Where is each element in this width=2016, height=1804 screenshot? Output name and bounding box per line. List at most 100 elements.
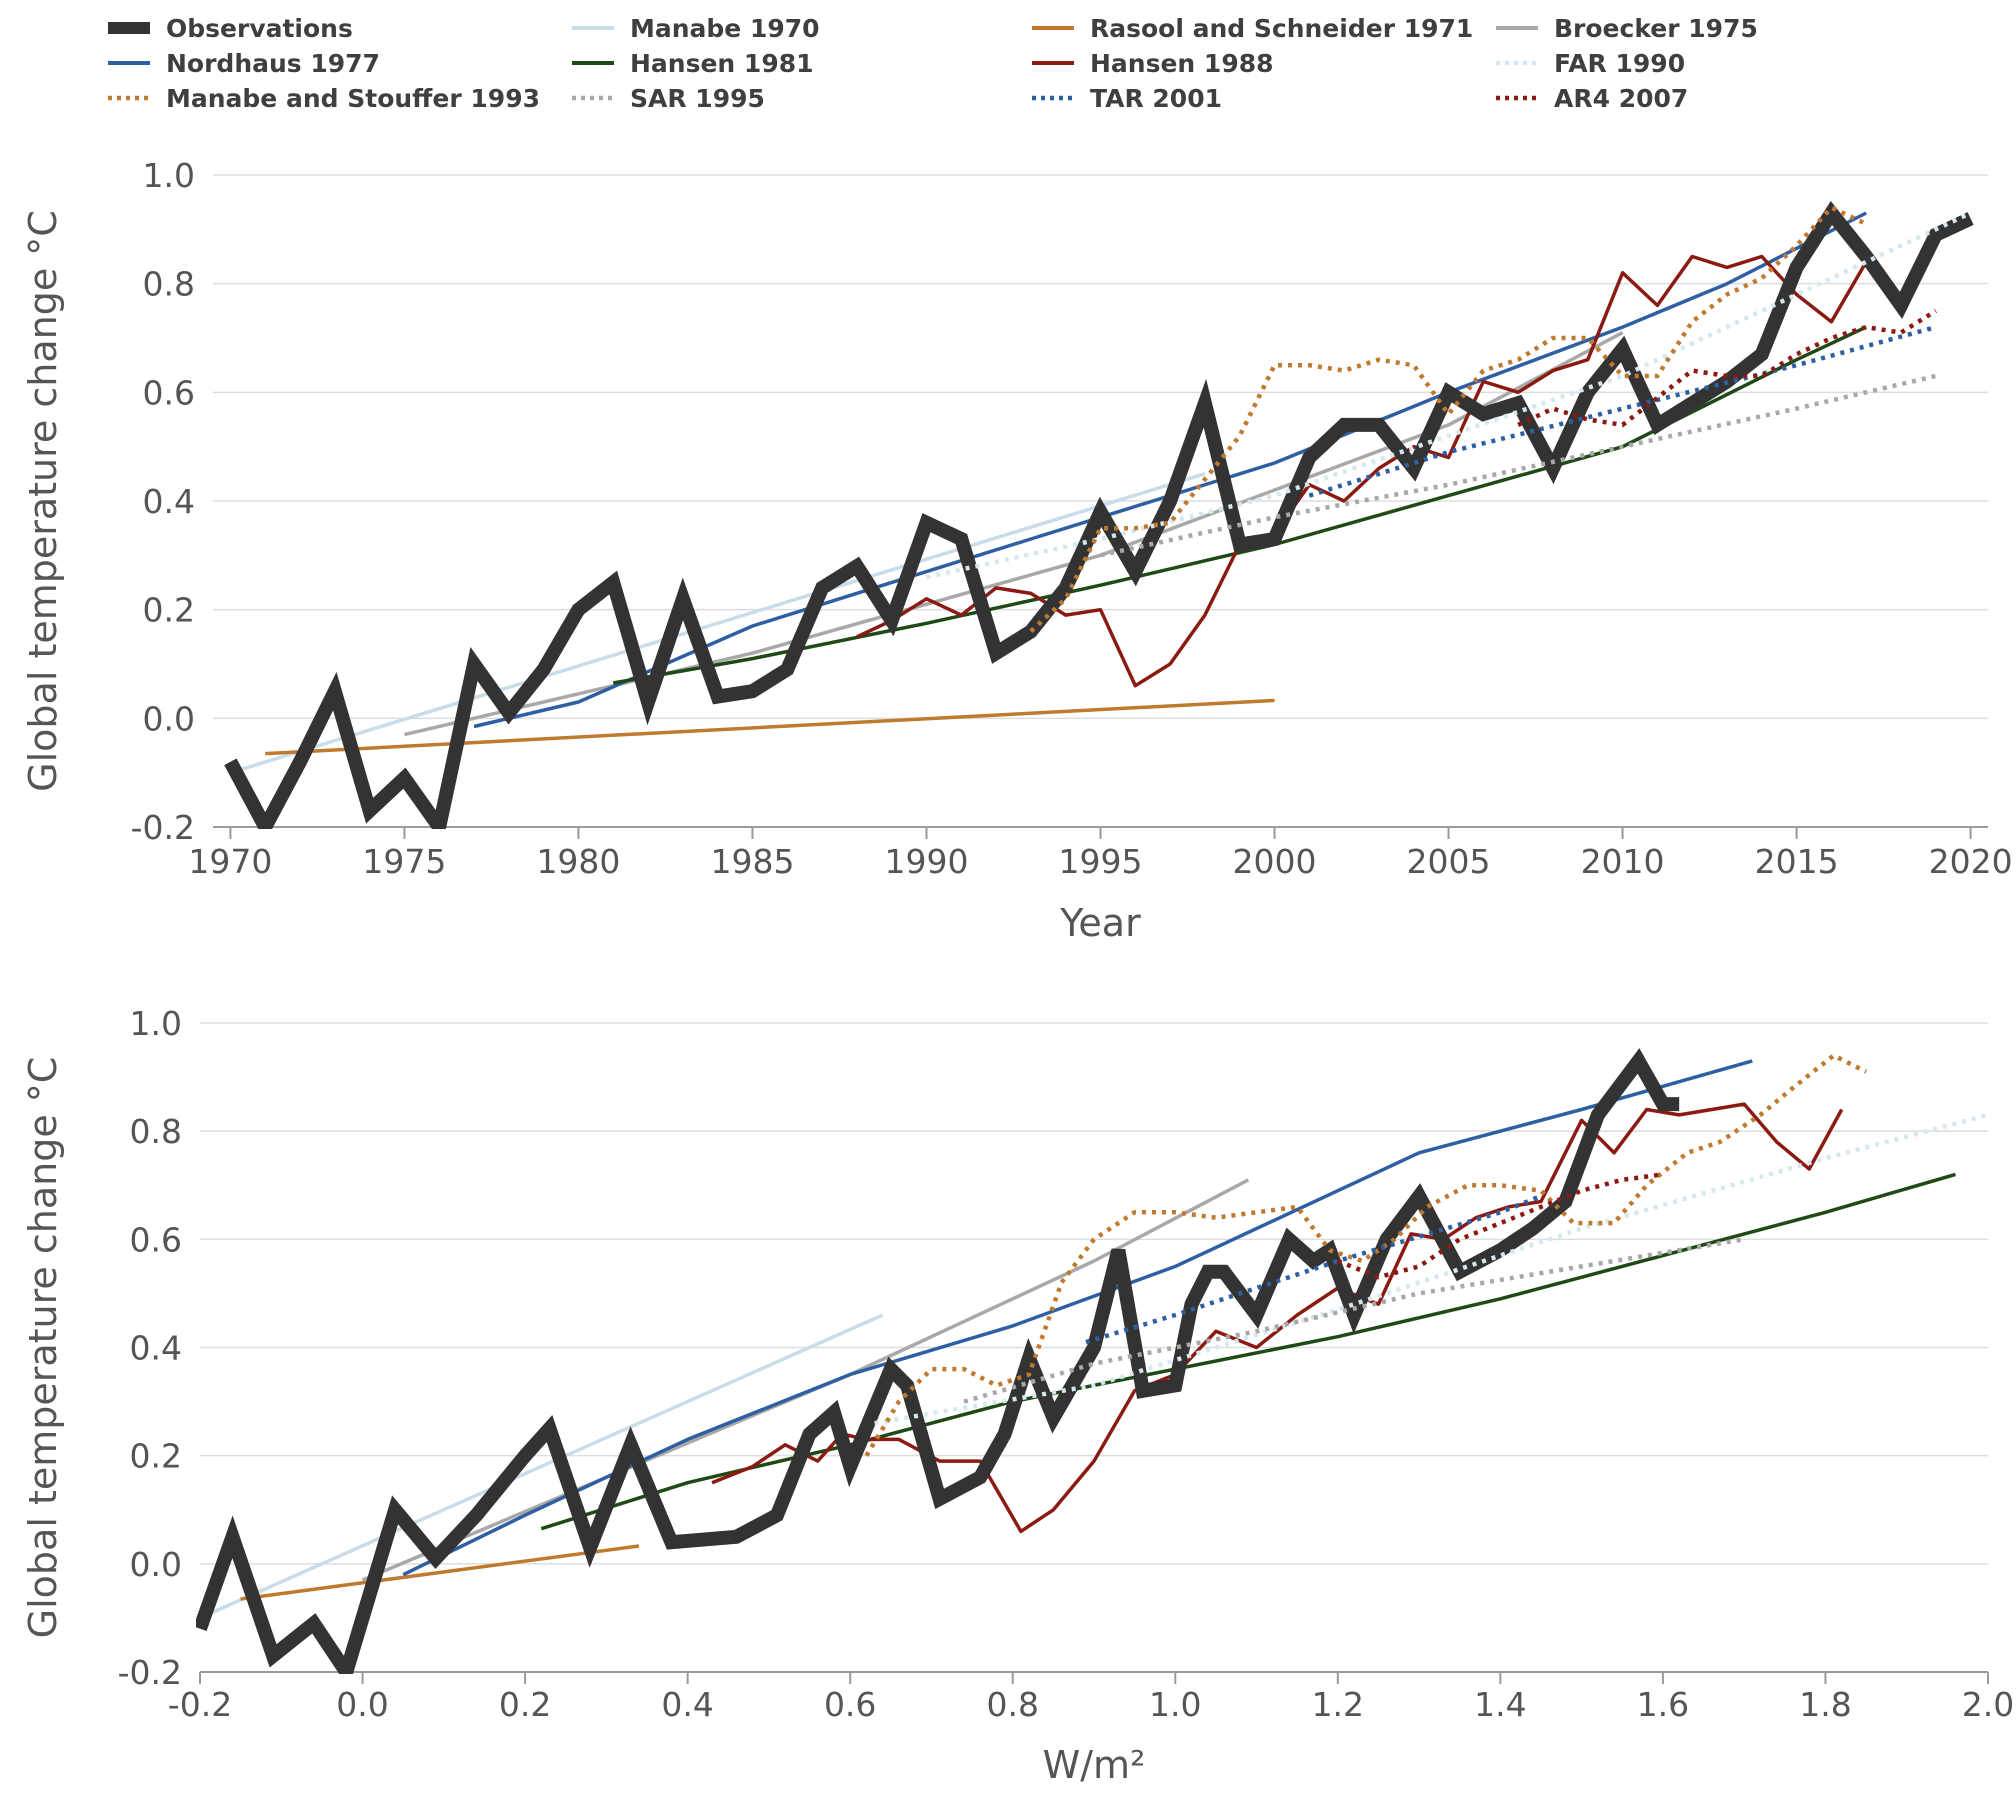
legend-swatch-manabe-1970	[572, 26, 614, 30]
x-tick-label: 1.6	[1637, 1685, 1689, 1724]
legend-swatch-hansen-1981	[572, 61, 614, 65]
legend-item-hansen-1988: Hansen 1988	[1030, 46, 1274, 80]
legend-label: Rasool and Schneider 1971	[1090, 13, 1474, 43]
x-tick-label: 1.0	[1149, 1685, 1201, 1724]
legend-item-nordhaus-1977: Nordhaus 1977	[106, 46, 380, 80]
legend-label: TAR 2001	[1090, 83, 1222, 113]
y-axis-title: Global temperature change °C	[21, 210, 65, 792]
y-tick-label: 0.8	[143, 265, 195, 304]
x-axis-title: Year	[1059, 901, 1141, 945]
y-tick-label: 1.0	[143, 156, 195, 195]
x-tick-label: 0.6	[824, 1685, 876, 1724]
series-line-tar-2001	[1085, 1194, 1542, 1345]
x-tick-label: 2000	[1233, 842, 1317, 881]
x-tick-label: 1980	[536, 842, 620, 881]
x-tick-label: 0.8	[986, 1685, 1038, 1724]
y-tick-label: 0.6	[143, 373, 195, 412]
legend-swatch-far-1990	[1496, 60, 1538, 66]
legend-swatch-observations	[108, 22, 150, 34]
legend-item-rasool-and-schneider-1971: Rasool and Schneider 1971	[1030, 11, 1473, 45]
x-tick-label: 2010	[1581, 842, 1665, 881]
x-tick-label: 0.4	[661, 1685, 713, 1724]
legend-swatch-tar-2001	[1032, 95, 1074, 101]
series-line-ar4-2007	[1517, 308, 1937, 428]
x-tick-label: 1.8	[1799, 1685, 1851, 1724]
series-line-manabe-and-stouffer-1993	[1029, 205, 1868, 634]
x-tick-label: 2015	[1755, 842, 1839, 881]
chart-panel-year: -0.2 0.0 0.2 0.4 0.6 0.8 1.0 1970 1975 1980 1985 19…	[21, 156, 2013, 945]
x-tick-label: 1995	[1059, 842, 1143, 881]
series-line-sar-1995	[963, 1237, 1745, 1404]
y-tick-label: 1.0	[130, 1004, 182, 1043]
legend-swatch-hansen-1988	[1032, 61, 1074, 65]
legend-label: Manabe and Stouffer 1993	[166, 83, 540, 113]
x-tick-label: 2.0	[1962, 1685, 2014, 1724]
chart-legend: Observations Manabe 1970 Rasool and Schnei…	[0, 0, 2016, 150]
x-tick-label: 1.4	[1474, 1685, 1526, 1724]
series-line-tar-2001	[1308, 324, 1937, 498]
x-tick-label: 1990	[884, 842, 968, 881]
series-line-observations	[196, 1048, 1680, 1674]
plot-area	[196, 1048, 1989, 1674]
legend-item-ar4-2007: AR4 2007	[1494, 81, 1688, 115]
series-line-rasool-and-schneider-1971	[240, 1544, 640, 1601]
legend-item-tar-2001: TAR 2001	[1030, 81, 1222, 115]
series-line-rasool-and-schneider-1971	[265, 698, 1275, 756]
x-tick-label: 1975	[362, 842, 446, 881]
x-tick-label: 1985	[710, 842, 794, 881]
legend-swatch-ar4-2007	[1496, 95, 1538, 101]
legend-item-broecker-1975: Broecker 1975	[1494, 11, 1758, 45]
x-tick-label: 0.2	[499, 1685, 551, 1724]
legend-label: SAR 1995	[630, 83, 765, 113]
series-line-hansen-1988	[711, 1102, 1844, 1534]
y-tick-label: -0.2	[118, 1653, 182, 1692]
y-tick-label: 0.6	[130, 1220, 182, 1259]
x-axis-title: W/m²	[1043, 1743, 1146, 1787]
legend-item-observations: Observations	[106, 11, 353, 45]
legend-item-hansen-1981: Hansen 1981	[570, 46, 814, 80]
legend-item-sar-1995: SAR 1995	[570, 81, 765, 115]
plot-area	[224, 201, 1974, 829]
y-tick-label: 0.2	[130, 1437, 182, 1476]
legend-swatch-manabe-and-stouffer-1993	[108, 95, 150, 101]
legend-item-far-1990: FAR 1990	[1494, 46, 1685, 80]
series-line-manabe-1970	[199, 1313, 884, 1620]
legend-swatch-rasool-and-schneider-1971	[1032, 26, 1074, 30]
series-line-nordhaus-1977	[402, 1059, 1753, 1577]
legend-label: Manabe 1970	[630, 13, 820, 43]
y-tick-label: 0.4	[130, 1329, 182, 1368]
x-tick-label: 1970	[188, 842, 272, 881]
legend-swatch-sar-1995	[572, 95, 614, 101]
y-tick-label: -0.2	[131, 808, 195, 847]
series-line-manabe-and-stouffer-1993	[864, 1053, 1868, 1457]
x-tick-label: 0.0	[336, 1685, 388, 1724]
y-axis-title: Global temperature change °C	[21, 1057, 65, 1639]
y-tick-label: 0.0	[130, 1545, 182, 1584]
legend-label: Hansen 1988	[1090, 48, 1274, 78]
y-tick-label: 0.4	[143, 482, 195, 521]
y-tick-label: 0.2	[143, 591, 195, 630]
series-line-ar4-2007	[1336, 1172, 1664, 1280]
series-line-observations	[224, 201, 1974, 829]
legend-item-manabe-and-stouffer-1993: Manabe and Stouffer 1993	[106, 81, 540, 115]
legend-swatch-broecker-1975	[1496, 26, 1538, 30]
series-line-hansen-1981	[540, 1172, 1956, 1531]
legend-swatch-nordhaus-1977	[108, 61, 150, 65]
series-line-hansen-1988	[856, 254, 1868, 688]
series-line-manabe-1970	[229, 472, 1206, 775]
legend-label: Hansen 1981	[630, 48, 814, 78]
chart-panel-forcing: -0.2 0.0 0.2 0.4 0.6 0.8 1.0 -0.2 0.0 0.2 0.4 0.6 0.…	[21, 1004, 2014, 1787]
legend-label: AR4 2007	[1554, 83, 1689, 113]
legend-label: Observations	[166, 13, 353, 43]
x-tick-label: -0.2	[168, 1685, 232, 1724]
x-tick-label: 2020	[1929, 842, 2013, 881]
legend-item-manabe-1970: Manabe 1970	[570, 11, 820, 45]
legend-label: FAR 1990	[1554, 48, 1686, 78]
series-line-nordhaus-1977	[473, 211, 1867, 729]
x-tick-label: 2005	[1407, 842, 1491, 881]
legend-label: Nordhaus 1977	[166, 48, 380, 78]
x-tick-label: 1.2	[1312, 1685, 1364, 1724]
y-tick-label: 0.0	[143, 699, 195, 738]
y-tick-label: 0.8	[130, 1112, 182, 1151]
